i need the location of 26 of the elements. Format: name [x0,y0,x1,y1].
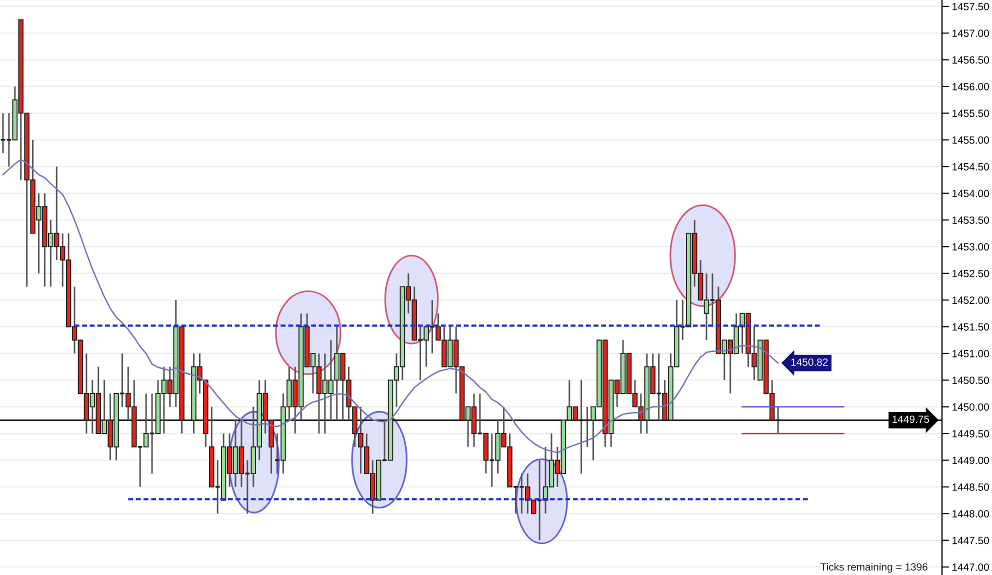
y-tick-label: 1454.50 [952,163,989,170]
data-label: 1450.82 [791,358,828,366]
annotation: Ticks remaining = 1396 [820,562,928,573]
y-tick-label: 1454.00 [952,190,989,198]
y-tick-label: 1447.50 [952,536,989,544]
y-tick-label: 1451.50 [952,323,989,331]
y-tick-label: 1453.00 [952,243,989,251]
y-tick-label: 1449.50 [952,430,989,438]
y-tick-label: 1456.00 [952,82,989,90]
y-tick-label: 1450.00 [952,403,989,411]
line-series [2,158,779,454]
y-tick-label: 1451.00 [952,350,989,358]
y-tick-label: 1455.50 [952,110,989,118]
y-tick-label: 1447.00 [952,563,989,571]
y-tick-label: 1448.00 [952,510,989,518]
y-tick-label: 1452.50 [952,270,989,278]
y-tick-label: 1455.00 [952,136,989,144]
y-tick-label: 1449.00 [952,456,989,464]
ref-line-label: 1449.75 [892,416,930,423]
y-tick-label: 1448.50 [952,483,989,491]
y-tick-label: 1452.00 [952,296,989,304]
y-tick-label: 1450.50 [952,376,989,384]
y-tick-label: 1457.00 [952,30,989,37]
y-tick-label: 1456.50 [952,56,989,64]
y-tick-label: 1453.50 [952,216,989,224]
y-tick-label: 1457.50 [952,2,989,10]
